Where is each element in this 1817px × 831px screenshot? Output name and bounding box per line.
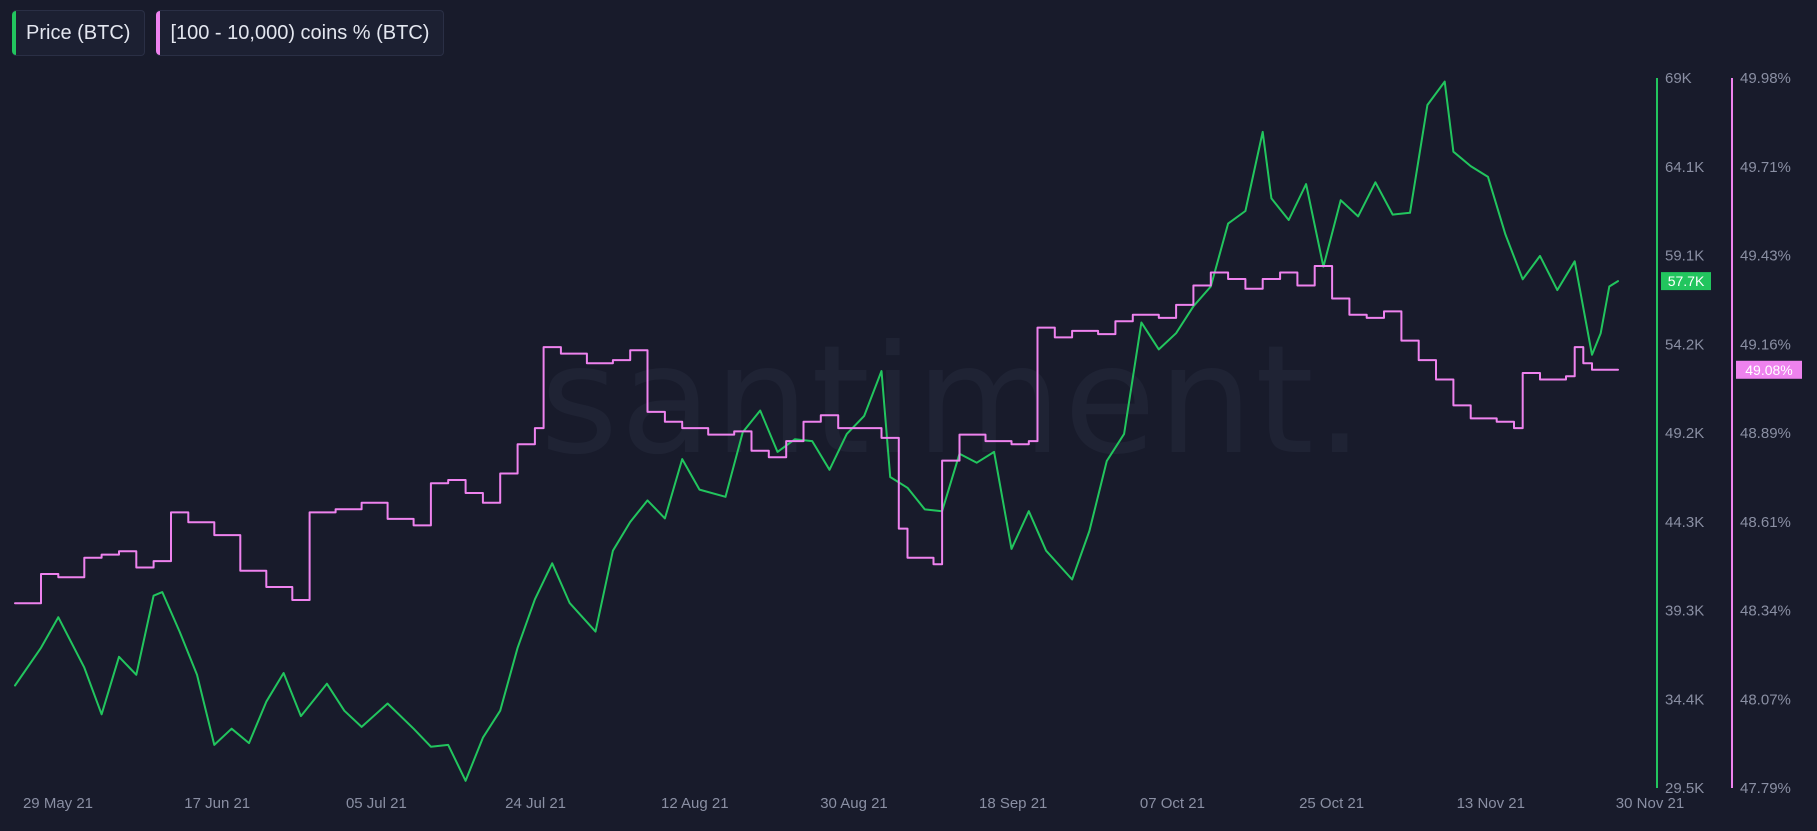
price-axis-ticks: 69K 64.1K 59.1K 54.2K 49.2K 44.3K 39.3K 34.4K 29… (1665, 70, 1704, 797)
legend-item-price[interactable]: Price (BTC) (12, 10, 146, 56)
x-axis-tick-label: 13 Nov 21 (1457, 795, 1525, 812)
holders-axis-tick-label: 49.71% (1740, 159, 1791, 176)
x-axis-tick-label: 29 May 21 (23, 795, 93, 812)
price-axis-tick-label: 64.1K (1665, 159, 1704, 176)
holders-axis-ticks: 49.98% 49.71% 49.43% 49.16% 48.89% 48.61% 48.3… (1740, 70, 1791, 797)
legend-label-price: Price (BTC) (26, 21, 131, 44)
x-axis-tick-label: 05 Jul 21 (346, 795, 407, 812)
x-axis-tick-label: 25 Oct 21 (1299, 795, 1364, 812)
holders-axis-tick-label: 48.07% (1740, 691, 1791, 708)
x-axis-tick-label: 30 Aug 21 (820, 795, 888, 812)
holders-axis-tick-label: 49.43% (1740, 248, 1791, 265)
watermark-text: santiment. (540, 314, 1366, 488)
holders-axis-tick-label: 48.61% (1740, 514, 1791, 531)
price-current-badge-label: 57.7K (1668, 273, 1705, 289)
x-axis-tick-label: 12 Aug 21 (661, 795, 729, 812)
price-current-badge (1661, 272, 1711, 291)
holders-axis-tick-label: 49.16% (1740, 336, 1791, 353)
holders-axis-tick-label: 49.98% (1740, 70, 1791, 87)
price-axis-tick-label: 44.3K (1665, 514, 1704, 531)
legend-swatch-holders (156, 11, 161, 55)
price-axis-tick-label: 39.3K (1665, 603, 1704, 620)
x-axis-tick-label: 17 Jun 21 (184, 795, 250, 812)
holders-current-badge-label: 49.08% (1745, 362, 1792, 378)
price-axis-tick-label: 49.2K (1665, 425, 1704, 442)
legend-label-holders: [100 - 10,000) coins % (BTC) (170, 21, 430, 44)
price-axis-tick-label: 54.2K (1665, 336, 1704, 353)
price-axis-tick-label: 59.1K (1665, 248, 1704, 265)
holders-current-badge (1736, 360, 1802, 379)
holders-axis-tick-label: 48.34% (1740, 603, 1791, 620)
legend: Price (BTC) [100 - 10,000) coins % (BTC) (12, 10, 445, 56)
price-axis-tick-label: 29.5K (1665, 780, 1704, 797)
legend-item-holders[interactable]: [100 - 10,000) coins % (BTC) (156, 10, 445, 56)
price-axis-tick-label: 69K (1665, 70, 1692, 87)
price-axis-tick-label: 34.4K (1665, 691, 1704, 708)
x-axis-tick-label: 24 Jul 21 (505, 795, 566, 812)
price-series (14, 80, 1619, 782)
x-axis-tick-label: 30 Nov 21 (1616, 795, 1684, 812)
price-line (14, 80, 1619, 782)
x-axis-ticks: 29 May 21 17 Jun 21 05 Jul 21 24 Jul 21 12 A… (23, 795, 1684, 812)
legend-swatch-price (12, 11, 16, 55)
holders-axis-tick-label: 48.89% (1740, 425, 1791, 442)
holders-series (14, 265, 1619, 605)
x-axis-tick-label: 18 Sep 21 (979, 795, 1047, 812)
x-axis-tick-label: 07 Oct 21 (1140, 795, 1205, 812)
current-value-badges: 57.7K 49.08% (1661, 272, 1802, 379)
holders-line (14, 265, 1619, 605)
holders-axis-tick-label: 47.79% (1740, 780, 1791, 797)
